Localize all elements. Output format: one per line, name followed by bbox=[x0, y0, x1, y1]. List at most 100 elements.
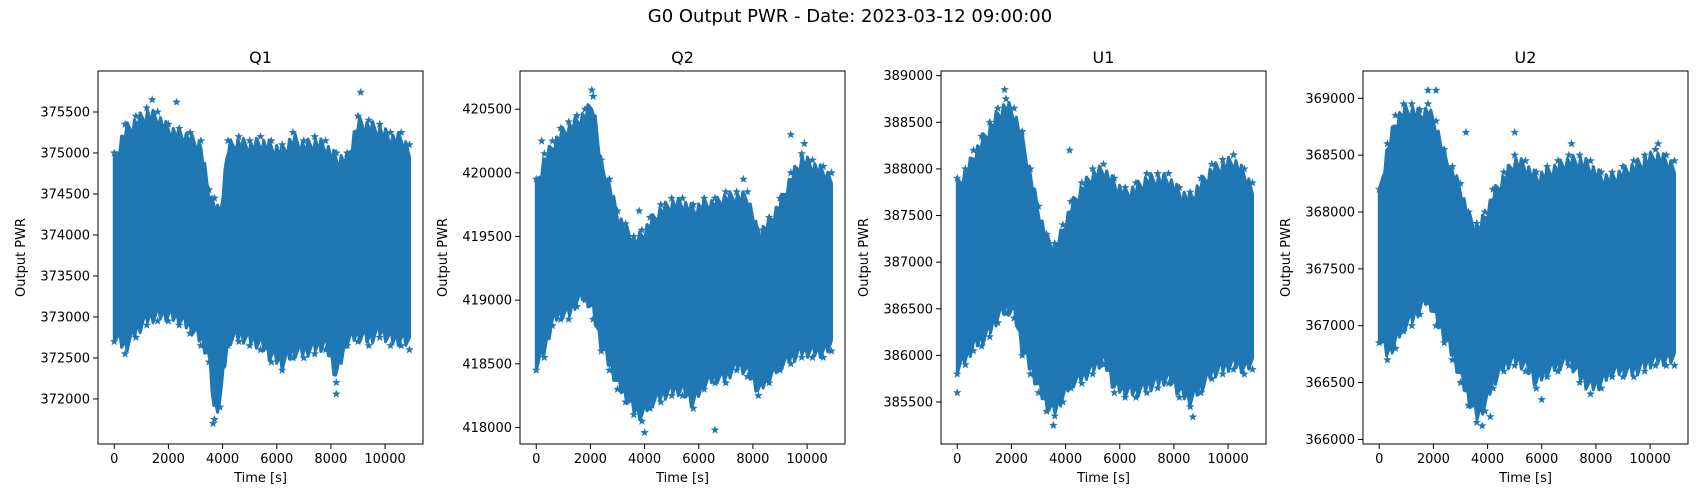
y-tick-label: 388500 bbox=[883, 116, 933, 131]
data-point-lower bbox=[1077, 378, 1087, 387]
data-point-outlier bbox=[1486, 412, 1495, 421]
data-point-lower bbox=[342, 341, 352, 350]
data-point-lower bbox=[1640, 366, 1649, 375]
data-point-upper bbox=[1510, 150, 1519, 159]
data-point-upper bbox=[993, 103, 1003, 112]
data-point-upper bbox=[961, 164, 970, 173]
data-point-upper bbox=[1532, 167, 1541, 176]
data-point-upper bbox=[1651, 145, 1660, 154]
data-point-lower bbox=[1464, 400, 1473, 409]
data-point-lower bbox=[1120, 392, 1130, 401]
data-point-outlier bbox=[1653, 139, 1663, 148]
data-point-outlier bbox=[1000, 85, 1009, 94]
data-point-upper bbox=[234, 132, 244, 141]
subplot-title: Q2 bbox=[671, 48, 694, 67]
x-tick-label: 2000 bbox=[574, 452, 607, 467]
data-point-upper bbox=[532, 174, 541, 183]
plot-frame bbox=[519, 70, 846, 445]
y-tick-label: 386000 bbox=[883, 349, 933, 364]
data-point-lower bbox=[678, 391, 687, 400]
data-point-lower bbox=[953, 369, 962, 378]
data-point-lower bbox=[1651, 361, 1660, 370]
marker-stars bbox=[110, 87, 414, 428]
data-band bbox=[1377, 102, 1676, 422]
data-point-upper bbox=[1618, 162, 1628, 171]
data-point-lower bbox=[1499, 366, 1509, 375]
x-tick-label: 2000 bbox=[152, 452, 185, 467]
data-point-upper bbox=[164, 119, 173, 128]
y-tick-label: 367500 bbox=[1305, 262, 1355, 277]
data-point-lower bbox=[142, 320, 151, 329]
data-point-upper bbox=[1640, 150, 1649, 159]
data-point-upper bbox=[1110, 173, 1119, 182]
data-point-outlier bbox=[1510, 127, 1519, 136]
data-point-upper bbox=[1448, 162, 1457, 171]
data-point-lower bbox=[1248, 364, 1257, 373]
data-band bbox=[534, 103, 833, 421]
x-tick-label: 10000 bbox=[1629, 452, 1670, 467]
data-point-upper bbox=[1042, 229, 1051, 238]
data-point-upper bbox=[1488, 184, 1498, 193]
data-point-lower bbox=[1026, 369, 1035, 378]
y-tick-label: 387500 bbox=[883, 209, 933, 224]
data-point-upper bbox=[540, 149, 549, 158]
x-tick-label: 4000 bbox=[206, 452, 239, 467]
data-point-lower bbox=[1088, 369, 1097, 378]
y-tick-label: 387000 bbox=[883, 256, 933, 271]
data-point-upper bbox=[1670, 156, 1679, 165]
x-tick-label: 8000 bbox=[736, 452, 769, 467]
data-point-upper bbox=[548, 136, 557, 145]
data-point-lower bbox=[1058, 397, 1068, 406]
data-point-lower bbox=[1099, 360, 1108, 369]
data-point-upper bbox=[1175, 183, 1184, 192]
figure-title: G0 Output PWR - Date: 2023-03-12 09:00:0… bbox=[647, 6, 1053, 27]
data-point-lower bbox=[572, 302, 582, 311]
x-tick-label: 6000 bbox=[1103, 452, 1136, 467]
data-point-lower bbox=[110, 337, 119, 346]
data-point-upper bbox=[743, 187, 752, 196]
data-point-upper bbox=[629, 232, 638, 241]
x-tick-label: 0 bbox=[1375, 452, 1383, 467]
data-point-lower bbox=[754, 391, 763, 400]
x-tick-label: 2000 bbox=[1417, 452, 1450, 467]
data-point-lower bbox=[386, 341, 395, 350]
data-point-outlier bbox=[1537, 395, 1546, 404]
data-point-upper bbox=[580, 104, 590, 113]
data-point-upper bbox=[1131, 178, 1141, 187]
data-point-upper bbox=[397, 128, 406, 137]
data-point-upper bbox=[267, 136, 276, 145]
data-point-lower bbox=[1207, 374, 1217, 383]
data-point-lower bbox=[1448, 355, 1457, 364]
x-tick-label: 0 bbox=[953, 452, 961, 467]
y-tick-label: 419000 bbox=[462, 294, 512, 309]
data-point-lower bbox=[588, 314, 598, 323]
y-tick-label: 373500 bbox=[40, 269, 90, 284]
y-axis-label: Output PWR bbox=[14, 218, 29, 297]
data-point-upper bbox=[204, 185, 214, 194]
data-point-upper bbox=[1440, 145, 1449, 154]
data-point-outlier bbox=[634, 206, 644, 215]
data-point-lower bbox=[732, 365, 741, 374]
data-point-lower bbox=[969, 346, 978, 355]
y-tick-label: 372500 bbox=[40, 351, 90, 366]
data-point-lower bbox=[288, 353, 298, 362]
data-point-upper bbox=[1597, 167, 1606, 176]
data-point-upper bbox=[637, 225, 647, 234]
data-point-lower bbox=[629, 410, 638, 419]
y-tick-label: 369000 bbox=[1305, 92, 1355, 107]
data-point-upper bbox=[556, 123, 565, 132]
data-point-lower bbox=[621, 397, 630, 406]
data-point-lower bbox=[1575, 378, 1584, 387]
data-point-upper bbox=[1185, 187, 1195, 196]
data-point-lower bbox=[637, 416, 647, 425]
data-point-upper bbox=[1629, 156, 1639, 165]
data-point-upper bbox=[764, 212, 774, 221]
data-point-upper bbox=[1099, 159, 1108, 168]
data-point-lower bbox=[215, 402, 225, 411]
data-point-upper bbox=[1399, 99, 1408, 108]
x-tick-label: 10000 bbox=[364, 452, 405, 467]
data-point-upper bbox=[288, 128, 298, 137]
data-point-lower bbox=[645, 403, 655, 412]
data-point-upper bbox=[386, 128, 395, 137]
data-point-upper bbox=[678, 193, 687, 202]
